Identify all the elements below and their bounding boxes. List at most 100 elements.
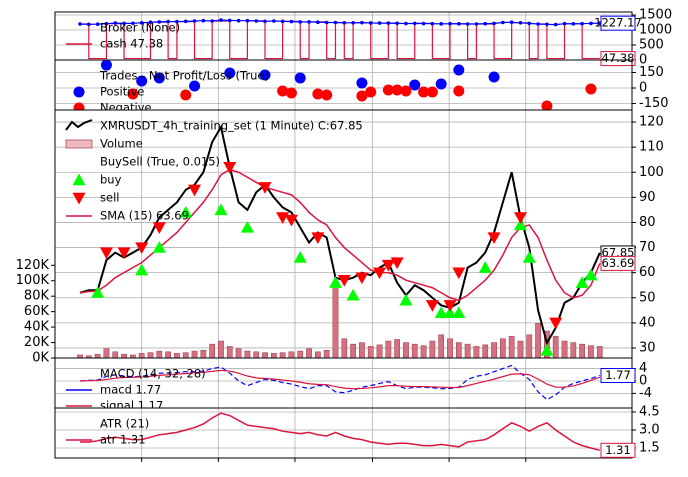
volume-bar	[579, 343, 585, 358]
circle-marker	[294, 72, 306, 84]
volume-bar	[85, 355, 92, 358]
legend-label: buy	[100, 173, 122, 187]
line-dot	[122, 21, 126, 26]
y-tick-label: 90	[639, 190, 656, 205]
y2-tick-label: 60K	[24, 304, 50, 319]
volume-bar	[491, 342, 497, 358]
volume-bar	[156, 350, 163, 358]
legend-label: signal 1.17	[100, 399, 163, 413]
up-marker	[434, 306, 448, 319]
circle-marker	[585, 83, 597, 95]
down-marker	[355, 272, 369, 285]
line-dot	[492, 21, 496, 26]
line-dot	[448, 21, 452, 26]
y-tick-label: 110	[639, 140, 664, 155]
circle-marker	[426, 86, 438, 98]
line-dot	[227, 18, 232, 23]
circle-marker	[259, 69, 271, 81]
panel-frame	[54, 407, 633, 459]
up-marker	[478, 261, 492, 273]
line-dot	[518, 21, 523, 25]
volume-bar	[500, 338, 506, 358]
circle-marker	[356, 77, 368, 89]
volume-bar	[341, 338, 348, 358]
line-dot	[483, 21, 488, 26]
down-marker	[135, 242, 149, 255]
y-tick-label: 150	[639, 65, 664, 80]
up-marker	[522, 251, 536, 263]
up-marker	[575, 276, 589, 288]
line-dot	[263, 19, 267, 24]
up-marker	[152, 241, 166, 253]
legend-label: cash 47.38	[100, 37, 163, 51]
line-dot	[166, 19, 170, 24]
up-marker	[328, 276, 342, 288]
legend-title: Broker (None)	[100, 21, 180, 35]
line-dot	[175, 19, 179, 24]
line	[79, 124, 601, 346]
circle-marker	[180, 89, 192, 101]
volume-bar	[138, 353, 145, 358]
volume-bar	[464, 343, 471, 358]
line-dot	[545, 22, 549, 27]
circle-marker	[400, 85, 412, 97]
volume-bar	[103, 348, 110, 358]
line-dot	[210, 19, 214, 23]
volume-bar	[262, 352, 268, 358]
legend-label: Volume	[100, 137, 143, 151]
volume-bar	[182, 352, 189, 358]
line-dot	[324, 20, 329, 25]
volume-bar	[526, 334, 533, 358]
circle-marker	[100, 60, 112, 71]
down-marker	[452, 267, 466, 280]
legend-marker	[72, 173, 86, 186]
y2-tick-label: 120K	[16, 258, 50, 273]
last-value-box	[600, 442, 636, 458]
legend-line	[65, 119, 93, 131]
line	[79, 369, 600, 390]
line-dot	[404, 21, 408, 26]
circle-marker	[127, 88, 139, 100]
line-dot	[183, 19, 188, 24]
line-dot	[571, 22, 576, 26]
down-marker	[152, 222, 166, 234]
y-tick-label: -4	[639, 386, 652, 401]
down-marker	[117, 247, 131, 260]
circle-marker	[321, 89, 333, 101]
y-tick-label: 1000	[639, 23, 672, 38]
line-dot	[360, 20, 364, 25]
down-marker	[487, 232, 501, 245]
line-dot	[412, 21, 417, 26]
volume-bar	[403, 342, 409, 358]
legend-marker	[73, 86, 85, 98]
line-dot	[509, 20, 514, 25]
line-dot	[316, 20, 320, 25]
volume-bar	[517, 340, 524, 358]
down-marker	[337, 274, 351, 287]
up-marker	[240, 220, 254, 233]
volume-bar	[394, 339, 400, 358]
y-tick-label: 1.5	[639, 441, 660, 456]
up-marker	[513, 218, 527, 231]
volume-bar	[121, 353, 127, 358]
volume-bar	[508, 336, 515, 358]
volume-bar	[244, 350, 251, 358]
up-marker	[293, 251, 307, 263]
legend-label: XMRUSDT_4h_training_set (1 Minute) C:67.…	[100, 119, 363, 133]
volume-bar	[332, 288, 339, 358]
y-tick-label: 80	[639, 215, 656, 230]
line-dot	[421, 21, 426, 26]
y-tick-label: -150	[639, 96, 669, 111]
volume-bar	[376, 344, 383, 358]
panel	[55, 12, 632, 60]
circle-marker	[435, 78, 447, 90]
circle-marker	[189, 80, 201, 92]
line-dot	[87, 22, 91, 27]
volume-bar	[552, 336, 559, 358]
legend: MACD (14, 32, 28) macd 1.77 signal 1.17	[66, 367, 206, 413]
y-tick-label: 1500	[639, 8, 672, 23]
line-dot	[219, 18, 223, 22]
line-dot	[430, 21, 435, 26]
volume-bar	[482, 344, 489, 358]
